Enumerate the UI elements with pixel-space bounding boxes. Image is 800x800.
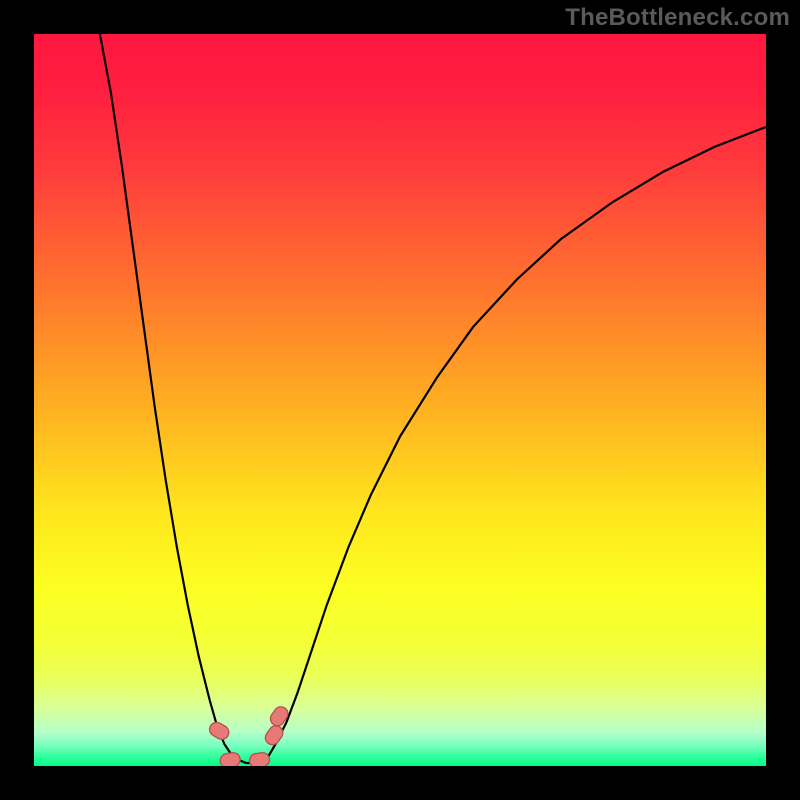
curve-marker: [268, 704, 291, 728]
right-curve: [246, 127, 766, 763]
watermark-text: TheBottleneck.com: [565, 4, 790, 32]
curve-marker: [219, 752, 241, 766]
curve-marker: [248, 752, 270, 766]
markers-group: [207, 704, 291, 766]
left-curve: [100, 34, 246, 763]
curve-marker: [207, 720, 231, 742]
chart-container: TheBottleneck.com: [0, 0, 800, 800]
curves-layer: [34, 34, 766, 766]
plot-area: [34, 34, 766, 766]
curve-marker: [263, 723, 286, 747]
